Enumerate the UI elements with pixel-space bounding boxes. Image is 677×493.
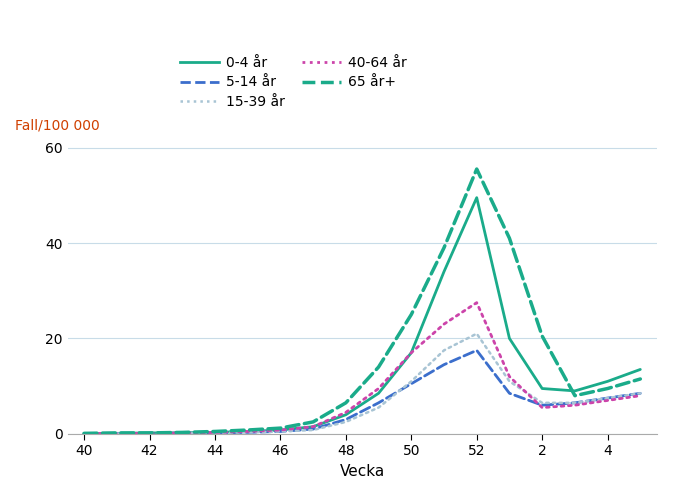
40-64 år <box>636 393 645 399</box>
0-4 år <box>505 335 513 341</box>
40-64 år <box>473 300 481 306</box>
40-64 år <box>603 397 611 403</box>
0-4 år <box>407 350 415 355</box>
Line: 40-64 år: 40-64 år <box>84 303 640 434</box>
15-39 år <box>538 400 546 406</box>
15-39 år <box>113 431 121 437</box>
Line: 65 år+: 65 år+ <box>84 169 640 433</box>
0-4 år <box>113 430 121 436</box>
40-64 år <box>309 423 317 429</box>
0-4 år <box>374 390 383 396</box>
40-64 år <box>374 386 383 391</box>
40-64 år <box>113 430 121 436</box>
5-14 år <box>505 390 513 396</box>
15-39 år <box>407 379 415 385</box>
Line: 0-4 år: 0-4 år <box>84 198 640 433</box>
5-14 år <box>276 428 284 434</box>
0-4 år <box>276 427 284 433</box>
15-39 år <box>211 430 219 436</box>
65 år+ <box>473 166 481 172</box>
Line: 5-14 år: 5-14 år <box>84 351 640 434</box>
65 år+ <box>571 393 579 399</box>
15-39 år <box>309 427 317 433</box>
15-39 år <box>342 419 350 425</box>
15-39 år <box>571 400 579 406</box>
40-64 år <box>80 431 88 437</box>
15-39 år <box>505 379 513 385</box>
5-14 år <box>113 431 121 437</box>
5-14 år <box>407 381 415 387</box>
5-14 år <box>244 429 252 435</box>
5-14 år <box>571 400 579 406</box>
0-4 år <box>309 423 317 429</box>
0-4 år <box>538 386 546 391</box>
65 år+ <box>80 430 88 436</box>
40-64 år <box>538 405 546 411</box>
65 år+ <box>113 430 121 436</box>
Legend: 0-4 år, 5-14 år, 15-39 år, 40-64 år, 65 år+: 0-4 år, 5-14 år, 15-39 år, 40-64 år, 65 … <box>175 50 412 114</box>
65 år+ <box>407 312 415 317</box>
40-64 år <box>244 428 252 434</box>
5-14 år <box>538 402 546 408</box>
65 år+ <box>178 429 186 435</box>
0-4 år <box>244 428 252 434</box>
65 år+ <box>374 364 383 370</box>
40-64 år <box>211 429 219 435</box>
40-64 år <box>571 402 579 408</box>
15-39 år <box>146 430 154 436</box>
65 år+ <box>309 419 317 425</box>
0-4 år <box>473 195 481 201</box>
40-64 år <box>276 427 284 433</box>
5-14 år <box>211 430 219 436</box>
40-64 år <box>407 350 415 355</box>
5-14 år <box>473 348 481 353</box>
65 år+ <box>505 235 513 241</box>
0-4 år <box>440 269 448 275</box>
0-4 år <box>211 429 219 435</box>
65 år+ <box>342 400 350 406</box>
5-14 år <box>178 430 186 436</box>
65 år+ <box>636 376 645 382</box>
65 år+ <box>146 430 154 436</box>
0-4 år <box>80 430 88 436</box>
5-14 år <box>374 400 383 406</box>
40-64 år <box>440 321 448 327</box>
65 år+ <box>211 428 219 434</box>
40-64 år <box>178 430 186 436</box>
0-4 år <box>636 366 645 372</box>
15-39 år <box>374 405 383 411</box>
40-64 år <box>505 374 513 380</box>
0-4 år <box>603 379 611 385</box>
Text: Fall/100 000: Fall/100 000 <box>15 118 100 132</box>
65 år+ <box>603 386 611 391</box>
X-axis label: Vecka: Vecka <box>340 464 385 479</box>
65 år+ <box>244 427 252 433</box>
15-39 år <box>244 429 252 435</box>
40-64 år <box>342 409 350 415</box>
0-4 år <box>178 430 186 436</box>
65 år+ <box>538 333 546 339</box>
0-4 år <box>571 388 579 394</box>
5-14 år <box>636 390 645 396</box>
15-39 år <box>80 431 88 437</box>
5-14 år <box>342 417 350 423</box>
0-4 år <box>342 412 350 418</box>
15-39 år <box>603 395 611 401</box>
Line: 15-39 år: 15-39 år <box>84 334 640 434</box>
15-39 år <box>473 331 481 337</box>
15-39 år <box>276 428 284 434</box>
5-14 år <box>146 430 154 436</box>
65 år+ <box>276 425 284 431</box>
0-4 år <box>146 430 154 436</box>
15-39 år <box>440 348 448 353</box>
65 år+ <box>440 245 448 251</box>
15-39 år <box>636 390 645 396</box>
15-39 år <box>178 430 186 436</box>
5-14 år <box>80 431 88 437</box>
5-14 år <box>440 362 448 368</box>
5-14 år <box>603 395 611 401</box>
40-64 år <box>146 430 154 436</box>
5-14 år <box>309 426 317 432</box>
